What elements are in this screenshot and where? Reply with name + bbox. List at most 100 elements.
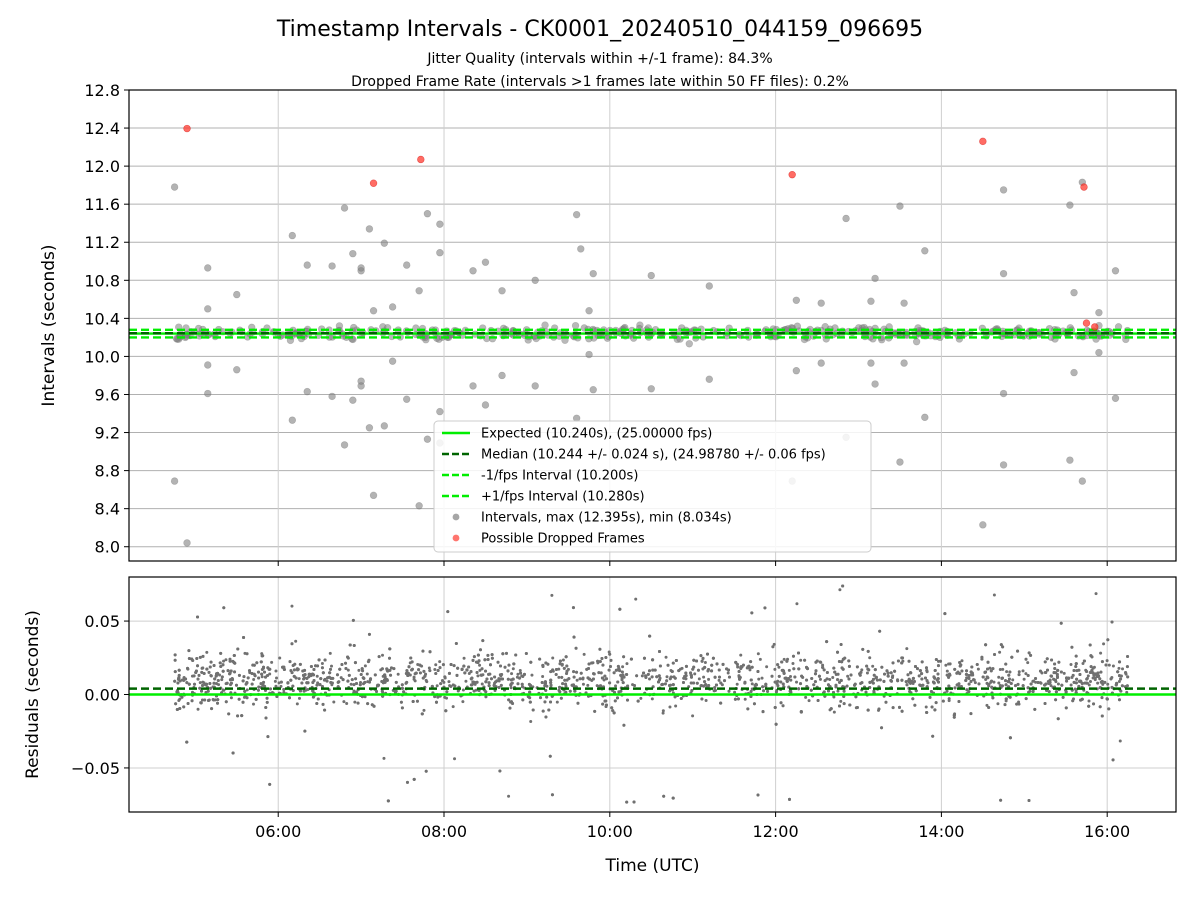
residual-point — [663, 682, 667, 686]
residual-point — [427, 666, 431, 670]
residual-point — [1038, 681, 1042, 685]
residual-point — [614, 684, 618, 688]
residual-point — [865, 664, 869, 668]
residual-point — [400, 686, 404, 690]
residual-point — [562, 666, 566, 670]
residual-point — [234, 683, 238, 687]
top-y-tick-label: 12.4 — [84, 119, 120, 138]
residual-point — [797, 687, 801, 691]
residual-point — [799, 682, 803, 686]
residual-point — [1109, 677, 1113, 681]
interval-point — [647, 271, 655, 280]
residual-point — [789, 674, 793, 678]
residual-point — [176, 677, 180, 681]
residual-point — [679, 697, 683, 701]
residual-point — [1017, 700, 1021, 704]
residual-point — [703, 665, 707, 669]
top-y-tick-label: 10.0 — [84, 347, 120, 366]
residual-point — [889, 671, 893, 675]
residual-point — [1071, 673, 1075, 677]
residual-point — [175, 707, 179, 711]
residual-point — [575, 678, 579, 682]
residual-point — [891, 706, 895, 710]
residual-point — [263, 670, 267, 674]
residual-point — [813, 672, 817, 676]
residual-point — [1004, 679, 1008, 683]
residual-point — [367, 632, 371, 636]
interval-point — [571, 321, 580, 330]
residual-point — [714, 683, 718, 687]
residual-point — [964, 679, 968, 683]
top-y-tick-label: 8.4 — [95, 500, 120, 519]
residual-point — [967, 674, 971, 678]
interval-point — [979, 521, 987, 529]
residual-point — [564, 684, 568, 688]
residual-point — [992, 680, 996, 684]
residual-point — [529, 719, 533, 723]
residual-point — [216, 698, 220, 702]
residual-point — [282, 690, 286, 694]
residual-point — [415, 699, 419, 703]
interval-point — [340, 204, 349, 212]
residual-point — [377, 655, 381, 659]
residual-point — [516, 682, 520, 686]
residual-point — [900, 661, 904, 665]
residual-point — [493, 675, 497, 679]
residual-point — [405, 680, 409, 684]
residual-point — [509, 683, 513, 687]
residual-point — [612, 711, 616, 715]
residual-point — [472, 689, 476, 693]
residual-point — [209, 660, 213, 664]
residual-point — [291, 664, 295, 668]
residual-point — [1117, 674, 1121, 678]
residual-point — [476, 653, 480, 657]
residual-point — [727, 668, 731, 672]
residual-point — [300, 681, 304, 685]
x-tick-label: 16:00 — [1084, 822, 1130, 841]
residual-point — [959, 684, 963, 688]
residual-point — [980, 657, 984, 661]
residual-point — [1101, 682, 1105, 686]
residual-point — [484, 695, 488, 699]
residual-point — [462, 656, 466, 660]
residual-point — [219, 665, 223, 669]
interval-point — [999, 186, 1008, 194]
residual-point — [611, 709, 615, 713]
residual-point — [826, 689, 830, 693]
interval-point — [705, 282, 713, 290]
residual-point — [681, 681, 685, 685]
residual-point — [1126, 675, 1130, 679]
residual-point — [1091, 676, 1095, 680]
residual-point — [268, 672, 272, 676]
interval-point — [896, 458, 904, 466]
residual-point — [765, 665, 769, 669]
residual-point — [988, 666, 992, 670]
residual-point — [1004, 662, 1008, 666]
residual-point — [498, 769, 502, 773]
residual-point — [174, 702, 178, 706]
residual-point — [912, 680, 916, 684]
interval-point — [1066, 456, 1074, 464]
residual-point — [321, 702, 325, 706]
residual-point — [920, 672, 924, 676]
residual-point — [773, 680, 777, 684]
residual-point — [814, 669, 818, 673]
residual-point — [948, 662, 952, 666]
residual-point — [237, 697, 241, 701]
residual-point — [997, 681, 1001, 685]
residual-point — [734, 660, 738, 664]
residual-point — [865, 671, 869, 675]
residual-point — [777, 665, 781, 669]
residual-point — [226, 669, 230, 673]
bottom-axes: −0.05 0.00 0.05 06:00 08:00 10:00 12:00 14:00 16… — [23, 576, 1177, 876]
residual-point — [549, 683, 553, 687]
residual-point — [992, 593, 996, 597]
residual-point — [297, 677, 301, 681]
interval-point — [867, 359, 875, 367]
residual-point — [1074, 662, 1078, 666]
residual-point — [853, 683, 857, 687]
residual-point — [528, 700, 532, 704]
residual-point — [646, 672, 650, 676]
residual-point — [1088, 643, 1092, 647]
residual-point — [788, 797, 792, 801]
